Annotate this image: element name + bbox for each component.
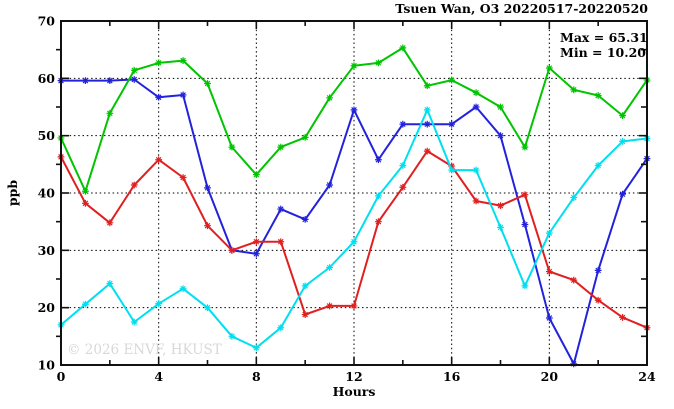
series-blue: [57, 76, 651, 368]
series-blue-markers: [57, 76, 651, 368]
y-tick-label: 30: [38, 243, 56, 258]
y-tick-label: 50: [38, 128, 56, 143]
x-tick-label: 24: [638, 369, 656, 384]
x-tick-label: 20: [541, 369, 559, 384]
x-tick-label: 16: [443, 369, 461, 384]
axis-ticks: [56, 20, 648, 366]
axis-tick-labels: 10 20 30 40 50 60 70 0 4 8 12 16 20 24: [38, 14, 656, 385]
annotation-max: Max = 65.31: [560, 30, 648, 45]
x-axis-label: Hours: [333, 384, 376, 399]
y-axis-label: ppb: [5, 180, 20, 206]
series-red: [57, 147, 651, 332]
x-tick-label: 8: [252, 369, 261, 384]
x-tick-label: 4: [154, 369, 163, 384]
annotation-min: Min = 10.20: [560, 45, 646, 60]
y-tick-label: 40: [38, 186, 56, 201]
y-tick-label: 60: [38, 71, 56, 86]
chart-title: Tsuen Wan, O3 20220517-20220520: [395, 1, 648, 16]
y-tick-label: 10: [38, 358, 56, 373]
x-tick-label: 0: [57, 369, 66, 384]
x-tick-label: 12: [345, 369, 362, 384]
gridlines: [61, 21, 647, 365]
y-tick-label: 70: [38, 14, 56, 29]
y-tick-label: 20: [38, 300, 56, 315]
data-series: [57, 44, 651, 368]
series-blue-line: [60, 78, 648, 365]
watermark: © 2026 ENVF, HKUST: [67, 342, 222, 358]
